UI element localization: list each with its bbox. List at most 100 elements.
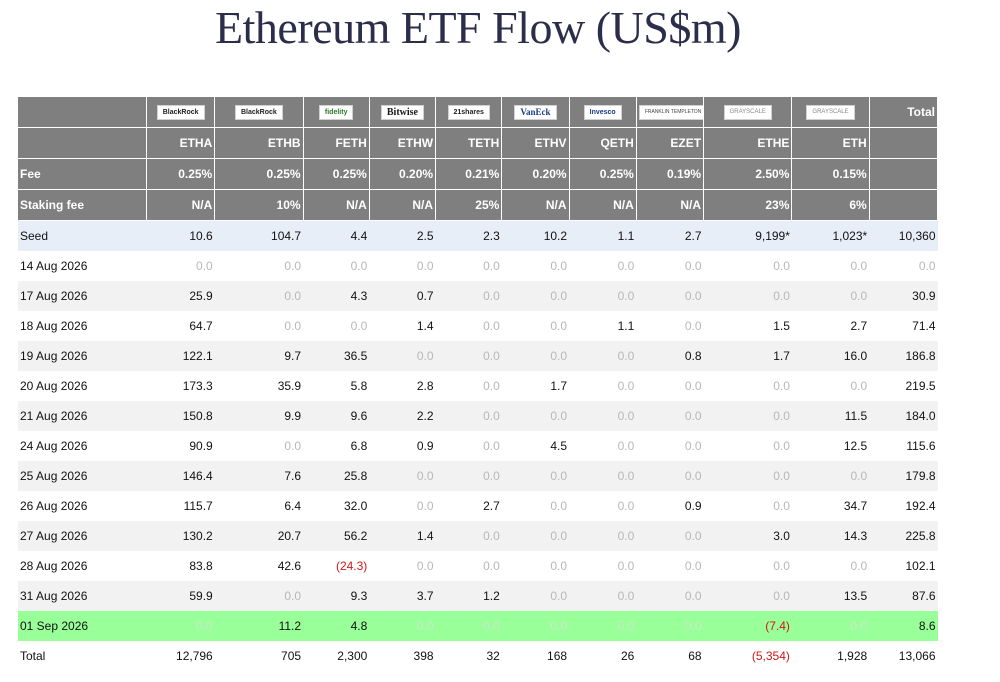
staking-fee-cell: N/A (636, 189, 705, 221)
flow-cell: 122.1 (146, 341, 215, 371)
flow-cell: 0.0 (569, 371, 637, 401)
flow-cell: 1,023* (791, 220, 870, 251)
flow-cell: 398 (369, 641, 436, 671)
flow-cell: 7.6 (214, 461, 304, 491)
flow-cell: 0.0 (435, 371, 502, 401)
flow-cell: 26 (569, 641, 637, 671)
fee-cell: 0.20% (501, 158, 570, 190)
flow-cell: 0.0 (703, 371, 792, 401)
fee-cell: 0.25% (214, 158, 304, 190)
staking-fee-cell: 6% (791, 189, 870, 221)
flow-cell: 0.0 (569, 611, 637, 641)
row-total-cell: 10,360 (869, 220, 938, 251)
flow-cell: 0.0 (435, 401, 502, 431)
grayscale-logo: GRAYSCALE (723, 104, 772, 120)
flow-cell: 0.0 (501, 551, 570, 581)
ticker-cell: ETHA (146, 127, 216, 159)
staking-fee-cell: N/A (569, 189, 637, 221)
table-row: 25 Aug 2026 146.4 7.6 25.8 0.0 0.0 0.0 0.0 0.0 0.… (18, 461, 938, 491)
flow-cell: 0.0 (435, 341, 502, 371)
flow-cell: 0.0 (501, 341, 570, 371)
21shares-logo: 21shares (447, 104, 490, 120)
flow-cell: 0.0 (791, 461, 870, 491)
table-row: 21 Aug 2026 150.8 9.9 9.6 2.2 0.0 0.0 0.0 0.0 0.0… (18, 401, 938, 431)
flow-cell: 10.2 (501, 220, 570, 251)
flow-cell: 0.0 (435, 611, 502, 641)
flow-cell: 11.5 (791, 401, 870, 431)
flow-cell: (7.4) (703, 611, 792, 641)
flow-cell: 0.0 (435, 551, 502, 581)
table-row: 24 Aug 2026 90.9 0.0 6.8 0.9 0.0 4.5 0.0 0.0 0.0 1… (18, 431, 938, 461)
flow-cell: 20.7 (214, 521, 304, 551)
fee-cell: 0.20% (369, 158, 437, 190)
row-label: 19 Aug 2026 (18, 341, 147, 371)
flow-cell: 0.0 (501, 521, 570, 551)
blackrock-logo: BlackRock (235, 104, 283, 120)
blackrock-logo: BlackRock (156, 104, 205, 120)
flow-cell: 0.0 (214, 431, 304, 461)
fee-cell: 0.25% (569, 158, 637, 190)
flow-cell: 0.0 (569, 581, 637, 611)
flow-cell: 35.9 (214, 371, 304, 401)
row-total-cell: 192.4 (869, 491, 938, 521)
flow-cell: 0.0 (791, 281, 870, 311)
flow-cell: 0.0 (636, 371, 704, 401)
flow-cell: 0.0 (636, 461, 704, 491)
flow-cell: 9.9 (214, 401, 304, 431)
flow-cell: 0.0 (569, 401, 637, 431)
flow-cell: 0.0 (501, 311, 570, 341)
flow-cell: 0.0 (501, 491, 570, 521)
row-label: 01 Sep 2026 (18, 611, 147, 641)
flow-cell: 5.8 (303, 371, 370, 401)
flow-cell: 146.4 (146, 461, 215, 491)
staking-fee-cell: 23% (703, 189, 793, 221)
table-row: 14 Aug 2026 0.0 0.0 0.0 0.0 0.0 0.0 0.0 0.0 0.0 0.… (18, 251, 938, 281)
flow-cell: 2.7 (636, 220, 704, 251)
flow-cell: 0.0 (569, 461, 637, 491)
flow-cell: 0.0 (569, 551, 637, 581)
flow-cell: 0.0 (501, 251, 570, 281)
flow-cell: 0.0 (303, 311, 370, 341)
flow-cell: 0.9 (369, 431, 436, 461)
flow-cell: 0.0 (214, 581, 304, 611)
fee-cell: 0.25% (146, 158, 216, 190)
flow-cell: 0.0 (369, 251, 436, 281)
flow-cell: 2.8 (369, 371, 436, 401)
flow-cell: 2,300 (303, 641, 370, 671)
flow-cell: 0.0 (369, 461, 436, 491)
flow-cell: 0.0 (703, 431, 792, 461)
table-row: 27 Aug 2026 130.2 20.7 56.2 1.4 0.0 0.0 0.0 0.0 3… (18, 521, 938, 551)
row-total-cell: 13,066 (869, 641, 938, 671)
table-row: Seed 10.6 104.7 4.4 2.5 2.3 10.2 1.1 2.7 9,199* 1,… (18, 220, 938, 251)
flow-cell: 0.0 (569, 431, 637, 461)
flow-cell: 0.0 (703, 401, 792, 431)
flow-cell: 4.4 (303, 220, 370, 251)
bitwise-logo: Bitwise (380, 104, 424, 120)
issuer-logo-row: BlackRock BlackRock fidelity Bitwise 21s… (18, 97, 939, 128)
flow-cell: 0.0 (636, 611, 704, 641)
row-label: Seed (18, 220, 147, 251)
row-total-cell: 30.9 (869, 281, 938, 311)
flow-cell: 1.4 (369, 521, 436, 551)
flow-cell: 0.0 (435, 521, 502, 551)
row-label: 20 Aug 2026 (18, 371, 147, 401)
fee-cell: 0.19% (636, 158, 705, 190)
flow-cell: 0.0 (703, 251, 792, 281)
table-row: 17 Aug 2026 25.9 0.0 4.3 0.7 0.0 0.0 0.0 0.0 0.0 0… (18, 281, 938, 311)
corner-cell (18, 97, 147, 128)
flow-cell: 115.7 (146, 491, 215, 521)
table-row: 26 Aug 2026 115.7 6.4 32.0 0.0 2.7 0.0 0.0 0.9 0.… (18, 491, 938, 521)
flow-cell: 0.0 (569, 521, 637, 551)
fee-cell: 0.25% (303, 158, 370, 190)
flow-cell: 0.0 (369, 341, 436, 371)
total-row: Total 12,796 705 2,300 398 32 168 26 68 (5,354) 1,… (18, 641, 938, 671)
flow-cell: 36.5 (303, 341, 370, 371)
staking-fee-row: Staking fee N/A 10% N/A N/A 25% N/A N/A N/A 23% 6… (18, 189, 939, 221)
row-label: 18 Aug 2026 (18, 311, 147, 341)
flow-cell: 0.0 (703, 281, 792, 311)
ticker-cell: ETHW (369, 127, 437, 159)
flow-cell: 0.0 (501, 401, 570, 431)
flow-cell: 0.0 (146, 611, 215, 641)
flow-cell: 2.7 (435, 491, 502, 521)
flow-cell: 1.5 (703, 311, 792, 341)
